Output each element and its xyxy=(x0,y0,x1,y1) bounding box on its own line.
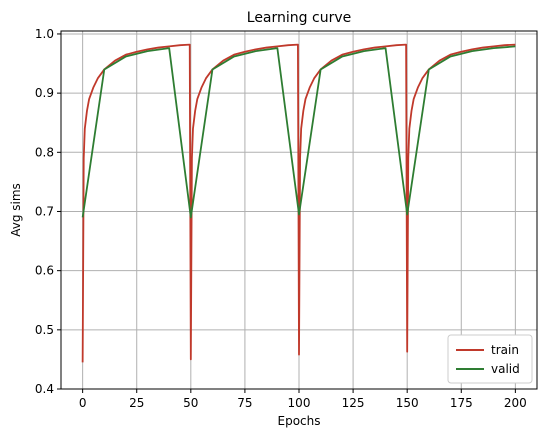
y-tick-label: 0.9 xyxy=(35,86,54,100)
legend-label-valid: valid xyxy=(491,362,520,376)
series-line-train xyxy=(81,43,516,363)
x-tick-label: 150 xyxy=(396,396,419,410)
x-tick-label: 25 xyxy=(129,396,144,410)
x-tick-label: 200 xyxy=(504,396,527,410)
y-tick-label: 0.8 xyxy=(35,145,54,159)
x-axis-title: Epochs xyxy=(278,414,321,428)
y-tick-label: 1.0 xyxy=(35,27,54,41)
y-tick-label: 0.5 xyxy=(35,323,54,337)
legend: train valid xyxy=(447,334,533,384)
x-tick-label: 75 xyxy=(237,396,252,410)
legend-label-train: train xyxy=(491,343,519,357)
series-layer xyxy=(81,43,516,363)
series-line-valid xyxy=(81,45,516,219)
x-tick-label: 125 xyxy=(342,396,365,410)
x-tick-label: 175 xyxy=(450,396,473,410)
y-axis-title: Avg sims xyxy=(9,183,23,237)
ticks: 0 25 50 75 100 125 150 175 200 0.4 0.5 0.6 0.7 0.8 0.9… xyxy=(35,27,527,410)
y-tick-label: 0.4 xyxy=(35,382,54,396)
x-tick-label: 50 xyxy=(183,396,198,410)
y-tick-label: 0.6 xyxy=(35,264,54,278)
x-tick-label: 0 xyxy=(79,396,87,410)
chart-title: Learning curve xyxy=(247,10,351,26)
y-tick-label: 0.7 xyxy=(35,204,54,218)
legend-box xyxy=(447,334,533,384)
x-tick-label: 100 xyxy=(288,396,311,410)
